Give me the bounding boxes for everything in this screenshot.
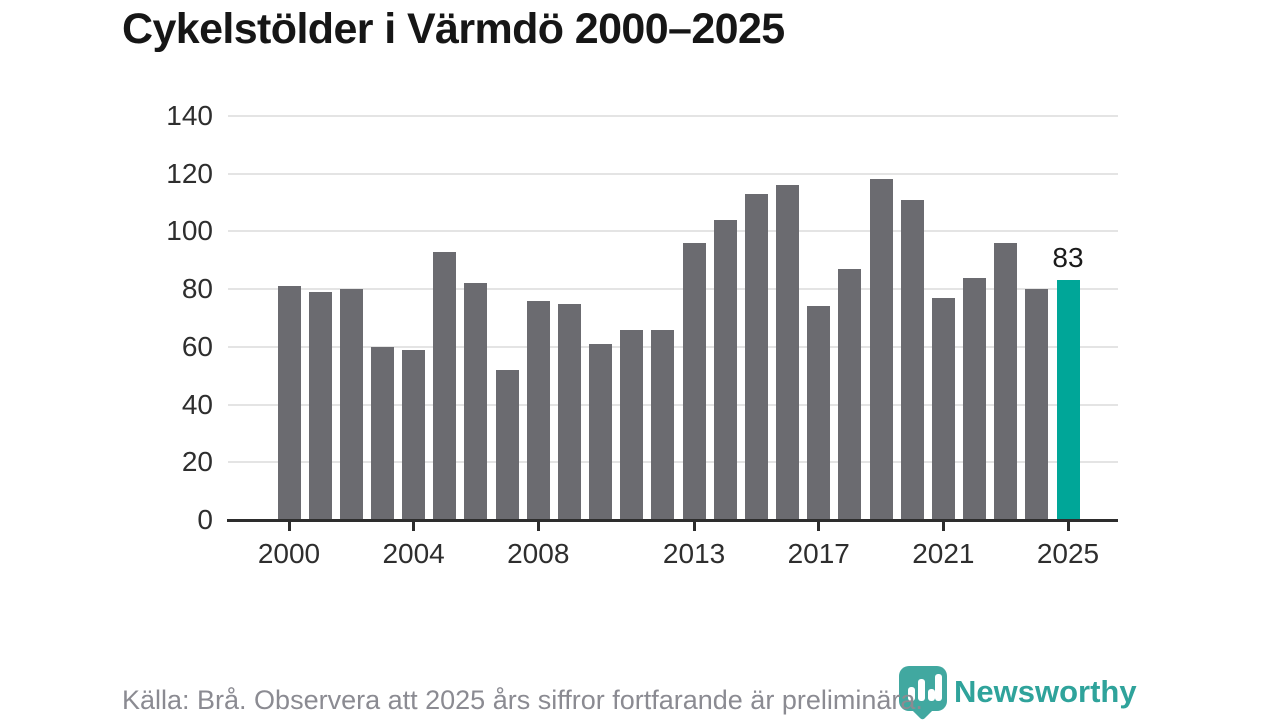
- x-axis-label-2000: 2000: [257, 538, 321, 569]
- newsworthy-logo-text: Newsworthy: [954, 674, 1137, 709]
- bar-2001: [308, 292, 332, 520]
- bar-2009: [557, 303, 581, 520]
- y-axis-label-20: 20: [181, 446, 213, 478]
- bar-2021: [931, 297, 955, 520]
- y-axis-label-140: 140: [166, 100, 213, 131]
- bar-2012: [651, 329, 675, 520]
- newsworthy-pin-icon: [897, 663, 949, 720]
- bar-2006: [464, 283, 488, 520]
- bar-2017: [807, 306, 831, 520]
- x-tick-2000: [287, 522, 291, 531]
- bar-2022: [963, 277, 987, 520]
- pin-chart-bar: [908, 687, 915, 701]
- x-axis-label-2008: 2008: [507, 538, 570, 569]
- x-tick-2021: [941, 522, 945, 531]
- bar-2013: [682, 242, 706, 520]
- x-tick-2013: [692, 522, 696, 531]
- bar-2005: [433, 251, 457, 520]
- bar-2018: [838, 268, 862, 520]
- source-note: Källa: Brå. Observera att 2025 års siffr…: [122, 685, 923, 715]
- bar-2015: [744, 193, 768, 520]
- newsworthy-logo: Newsworthy: [897, 663, 1137, 720]
- x-axis-line: [227, 519, 1118, 522]
- y-axis-label-60: 60: [181, 330, 213, 362]
- gridline-y140: [228, 115, 1118, 117]
- bar-2000: [277, 286, 301, 520]
- chart-title: Cykelstölder i Värmdö 2000–2025: [122, 5, 785, 53]
- pin-chart-bar: [918, 679, 925, 701]
- bar-2002: [339, 289, 363, 520]
- y-axis-label-40: 40: [181, 388, 213, 420]
- x-axis-label-2021: 2021: [912, 538, 975, 569]
- bar-2003: [370, 346, 394, 520]
- x-axis-label-2017: 2017: [787, 538, 850, 569]
- y-axis-label-0: 0: [197, 504, 213, 535]
- bar-2019: [869, 179, 893, 520]
- bar-2014: [713, 219, 737, 520]
- x-axis-label-2013: 2013: [662, 538, 726, 569]
- bar-2024: [1025, 289, 1049, 520]
- x-tick-2025: [1066, 522, 1070, 531]
- x-axis-label-2004: 2004: [382, 538, 445, 569]
- bar-2007: [495, 369, 519, 520]
- y-axis-label-80: 80: [181, 273, 213, 305]
- pin-chart-bar: [928, 689, 935, 701]
- bar-2004: [402, 349, 426, 520]
- bar-2008: [526, 300, 550, 520]
- bar-2011: [620, 329, 644, 520]
- x-tick-2004: [412, 522, 416, 531]
- y-axis-label-100: 100: [166, 215, 213, 247]
- x-tick-2017: [817, 522, 821, 531]
- highlight-bar-value-label: 83: [1052, 242, 1084, 274]
- gridline-y80: [228, 288, 1118, 291]
- x-tick-2008: [536, 522, 540, 531]
- bar-2010: [589, 343, 613, 520]
- pin-chart-bar: [935, 674, 942, 701]
- bar-2016: [776, 185, 800, 520]
- bar-2020: [900, 199, 924, 520]
- gridline-y120: [228, 172, 1118, 175]
- bar-2025: [1056, 280, 1080, 520]
- x-axis-label-2025: 2025: [1036, 538, 1100, 569]
- gridline-y100: [228, 230, 1118, 233]
- y-axis-label-120: 120: [166, 157, 213, 189]
- bar-2023: [994, 242, 1018, 520]
